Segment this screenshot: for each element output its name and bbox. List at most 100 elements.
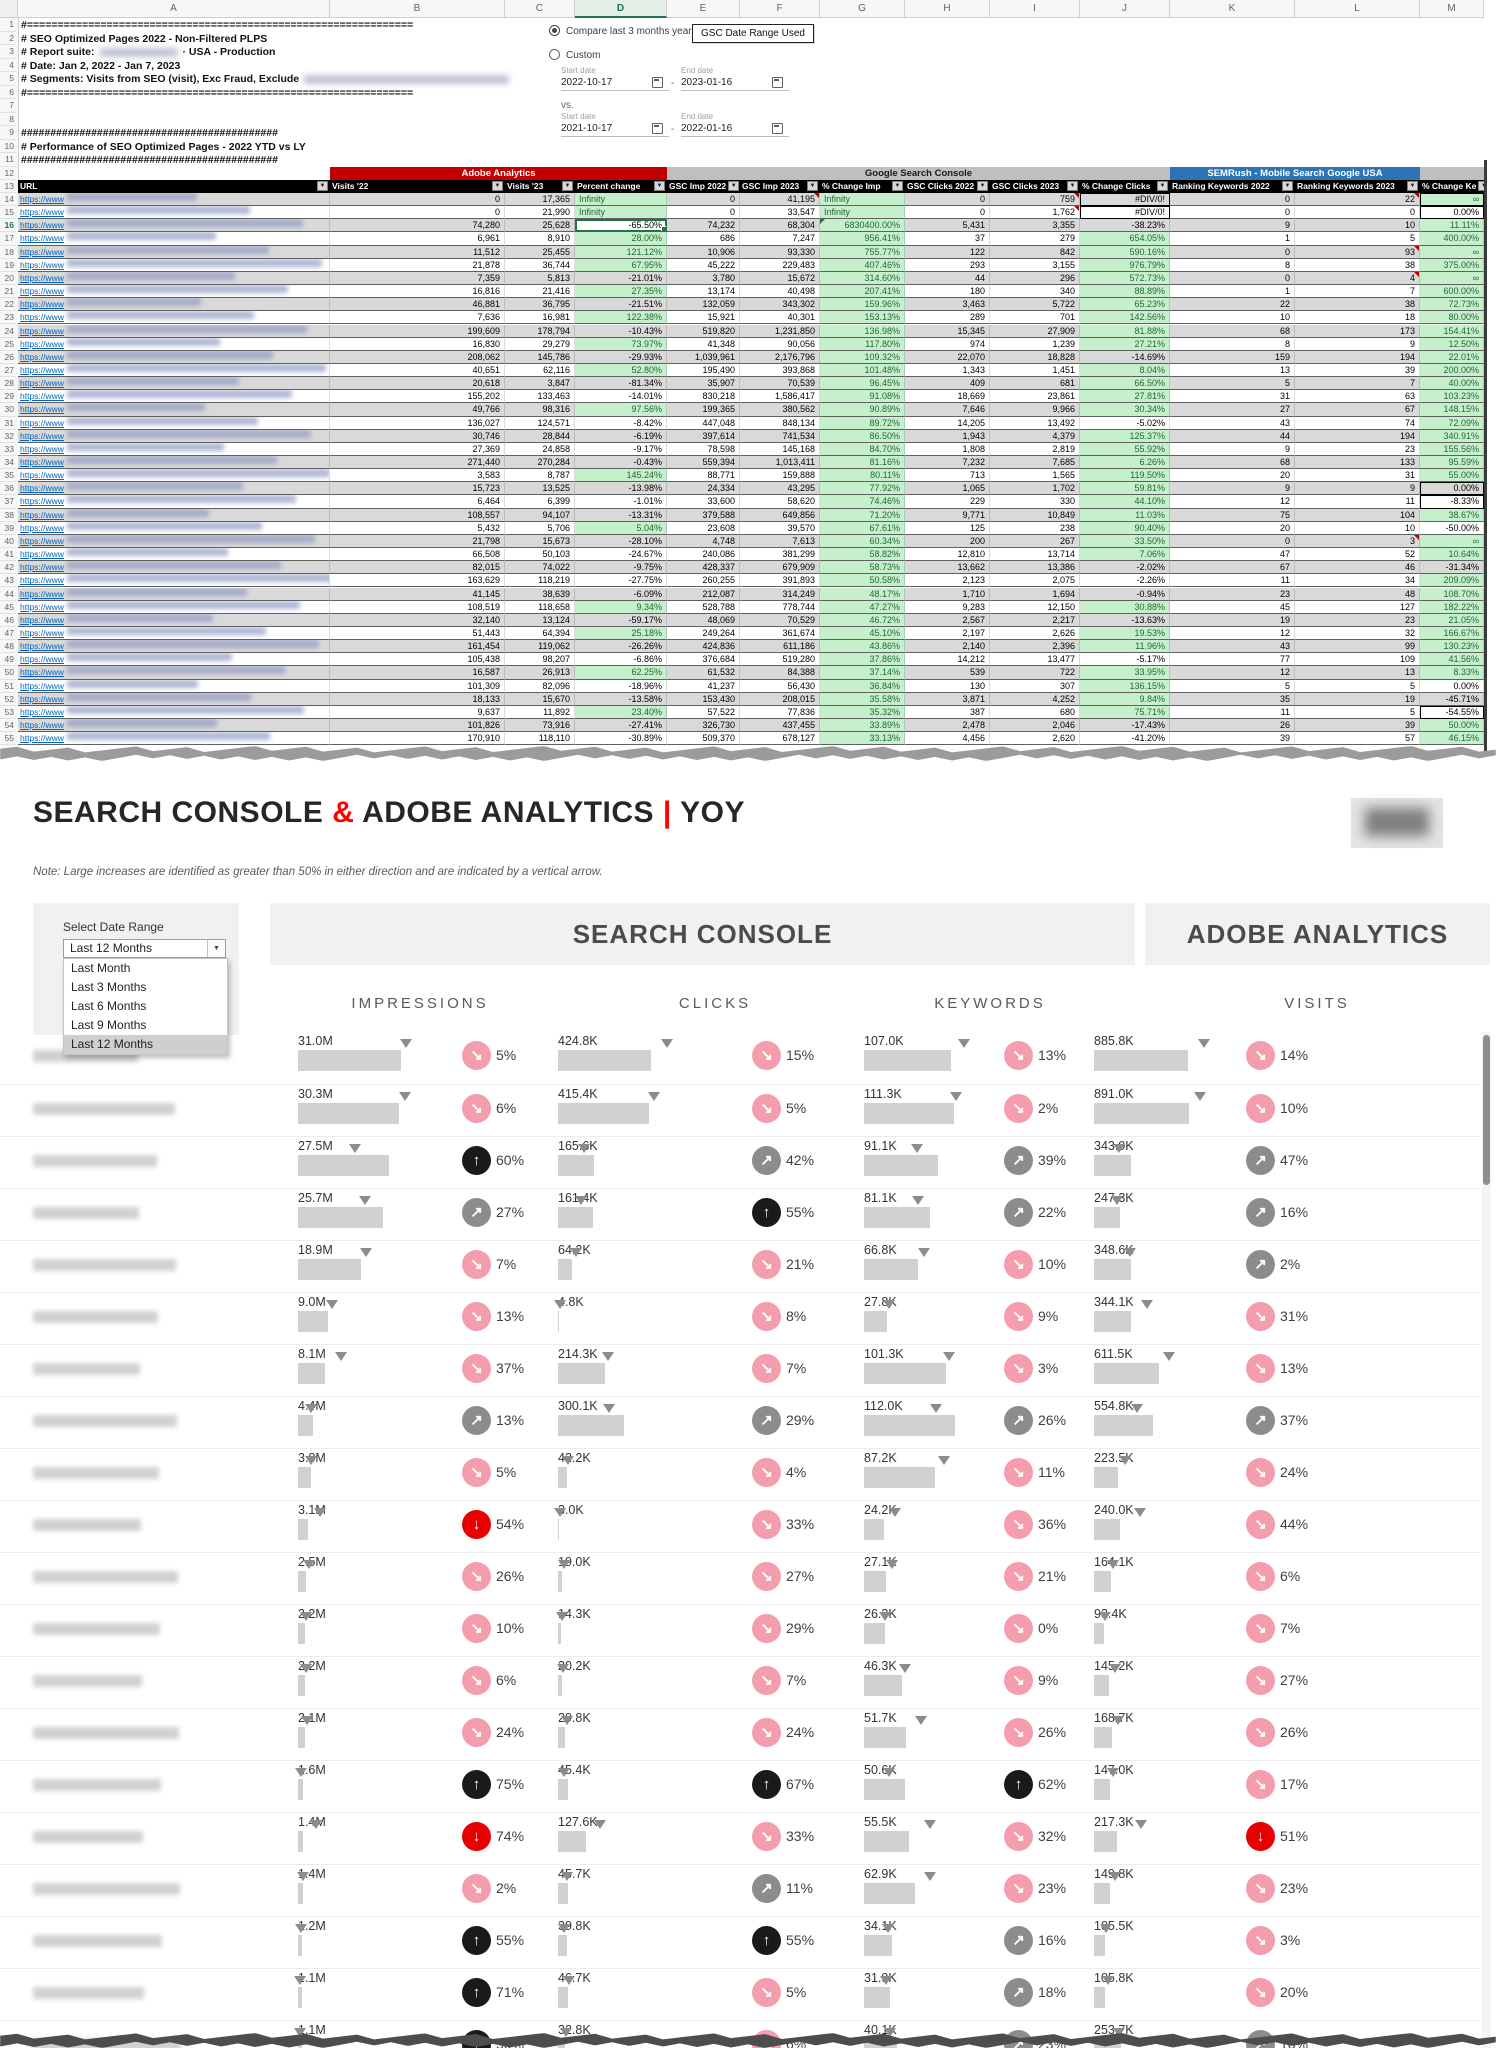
cell[interactable]: -6.09% [575, 587, 667, 601]
cell[interactable]: 35.32% [820, 705, 905, 719]
cell[interactable]: 10 [1295, 219, 1420, 233]
cell[interactable]: 73,916 [505, 719, 575, 733]
cell[interactable]: 97.56% [575, 403, 667, 417]
cell[interactable]: 27.21% [1080, 337, 1170, 351]
cell[interactable]: 48.17% [820, 587, 905, 601]
cell[interactable]: 3 [1295, 534, 1420, 549]
column-header-I[interactable]: I [990, 0, 1080, 18]
cell[interactable]: 14,212 [905, 653, 990, 667]
cell[interactable]: 13,124 [505, 613, 575, 627]
url-cell[interactable]: https://www [18, 442, 330, 456]
url-link[interactable]: https://www [20, 588, 64, 599]
url-cell[interactable]: https://www [18, 271, 330, 286]
cell[interactable]: 101,309 [330, 679, 505, 693]
filter-dropdown-icon[interactable]: ▼ [1157, 181, 1168, 192]
url-cell[interactable]: https://www [18, 548, 330, 562]
url-cell[interactable]: https://www [18, 508, 330, 522]
cell[interactable]: 38 [1295, 298, 1420, 312]
cell[interactable]: 31 [1295, 469, 1420, 483]
cell[interactable]: 159.96% [820, 298, 905, 312]
cell[interactable]: 133 [1295, 456, 1420, 470]
cell[interactable]: 24,334 [667, 482, 740, 496]
cell[interactable]: 170,910 [330, 732, 505, 746]
url-link[interactable]: https://www [20, 246, 64, 257]
cell[interactable]: 41,237 [667, 679, 740, 693]
row-header-51[interactable]: 51 [0, 680, 16, 693]
cell[interactable]: 447,048 [667, 416, 740, 430]
cell[interactable]: 13,525 [505, 482, 575, 496]
cell[interactable]: 13,174 [667, 285, 740, 299]
cell[interactable]: 528,788 [667, 600, 740, 614]
cell[interactable]: 1,943 [905, 429, 990, 443]
cell[interactable]: 47.27% [820, 600, 905, 614]
cell[interactable]: 58.82% [820, 548, 905, 562]
row-header-10[interactable]: 10 [0, 140, 16, 153]
cell[interactable]: 2,819 [990, 442, 1080, 456]
url-link[interactable]: https://www [20, 641, 64, 652]
cell[interactable]: 5 [1170, 679, 1295, 693]
url-cell[interactable]: https://www [18, 679, 330, 693]
row-header-52[interactable]: 52 [0, 693, 16, 706]
row-header-47[interactable]: 47 [0, 627, 16, 641]
cell[interactable]: 36,744 [505, 258, 575, 272]
column-header-K[interactable]: K [1170, 0, 1295, 18]
url-link[interactable]: https://www [20, 351, 64, 362]
cell[interactable]: 13,386 [990, 561, 1080, 575]
cell[interactable]: 759 [990, 193, 1080, 207]
column-header-G[interactable]: G [820, 0, 905, 18]
url-cell[interactable]: https://www [18, 193, 330, 207]
url-link[interactable]: https://www [20, 601, 64, 612]
cell[interactable]: 741,534 [740, 429, 820, 443]
cell[interactable]: 15,723 [330, 482, 505, 496]
cell[interactable]: 9 [1170, 482, 1295, 496]
cell[interactable]: 267 [990, 534, 1080, 549]
cell[interactable]: 722 [990, 666, 1080, 680]
row-header-20[interactable]: 20 [0, 272, 16, 286]
cell[interactable]: 30,746 [330, 429, 505, 443]
url-cell[interactable]: https://www [18, 640, 330, 654]
cell[interactable]: 194 [1295, 350, 1420, 364]
cell[interactable]: 409 [905, 377, 990, 391]
cell[interactable]: 21,878 [330, 258, 505, 272]
cell[interactable]: 343,302 [740, 298, 820, 312]
url-cell[interactable]: https://www [18, 403, 330, 417]
cell[interactable]: 38 [1295, 258, 1420, 272]
calendar-icon[interactable] [772, 77, 783, 88]
url-link[interactable]: https://www [20, 483, 64, 494]
cell[interactable]: 229,483 [740, 258, 820, 272]
cell[interactable]: 842 [990, 245, 1080, 259]
row-header-36[interactable]: 36 [0, 482, 16, 496]
cell[interactable]: 20,618 [330, 377, 505, 391]
cell[interactable]: 15,670 [505, 692, 575, 706]
cell[interactable]: -50.00% [1420, 521, 1484, 535]
cell[interactable]: 209.09% [1420, 574, 1484, 588]
cell[interactable]: 9 [1170, 219, 1295, 233]
cell[interactable]: 82,015 [330, 561, 505, 575]
column-header-E[interactable]: E [667, 0, 740, 18]
cell[interactable]: -81.34% [575, 377, 667, 391]
cell[interactable]: 124,571 [505, 416, 575, 430]
cell[interactable]: 23 [1170, 587, 1295, 601]
cell[interactable]: 30.34% [1080, 403, 1170, 417]
cell[interactable]: 40,301 [740, 311, 820, 325]
url-link[interactable]: https://www [20, 272, 64, 283]
cell[interactable]: 182.22% [1420, 600, 1484, 614]
row-header-23[interactable]: 23 [0, 311, 16, 325]
row-header-38[interactable]: 38 [0, 509, 16, 522]
cell[interactable]: 3,871 [905, 692, 990, 706]
cell[interactable]: 23.40% [575, 705, 667, 719]
cell[interactable]: 391,893 [740, 574, 820, 588]
cell[interactable]: 7 [1295, 285, 1420, 299]
row-header-13[interactable]: 13 [0, 180, 16, 193]
cell[interactable]: 88,771 [667, 469, 740, 483]
column-header-F[interactable]: F [740, 0, 820, 18]
cell[interactable]: 2,075 [990, 574, 1080, 588]
cell[interactable]: 18 [1295, 311, 1420, 325]
row-header-21[interactable]: 21 [0, 285, 16, 299]
cell[interactable]: 1,039,961 [667, 350, 740, 364]
cell[interactable]: 11 [1170, 574, 1295, 588]
cell[interactable]: 0 [905, 193, 990, 207]
cell[interactable]: 25,628 [505, 219, 575, 233]
cell[interactable]: 376,684 [667, 653, 740, 667]
cell[interactable]: 1,451 [990, 363, 1080, 378]
